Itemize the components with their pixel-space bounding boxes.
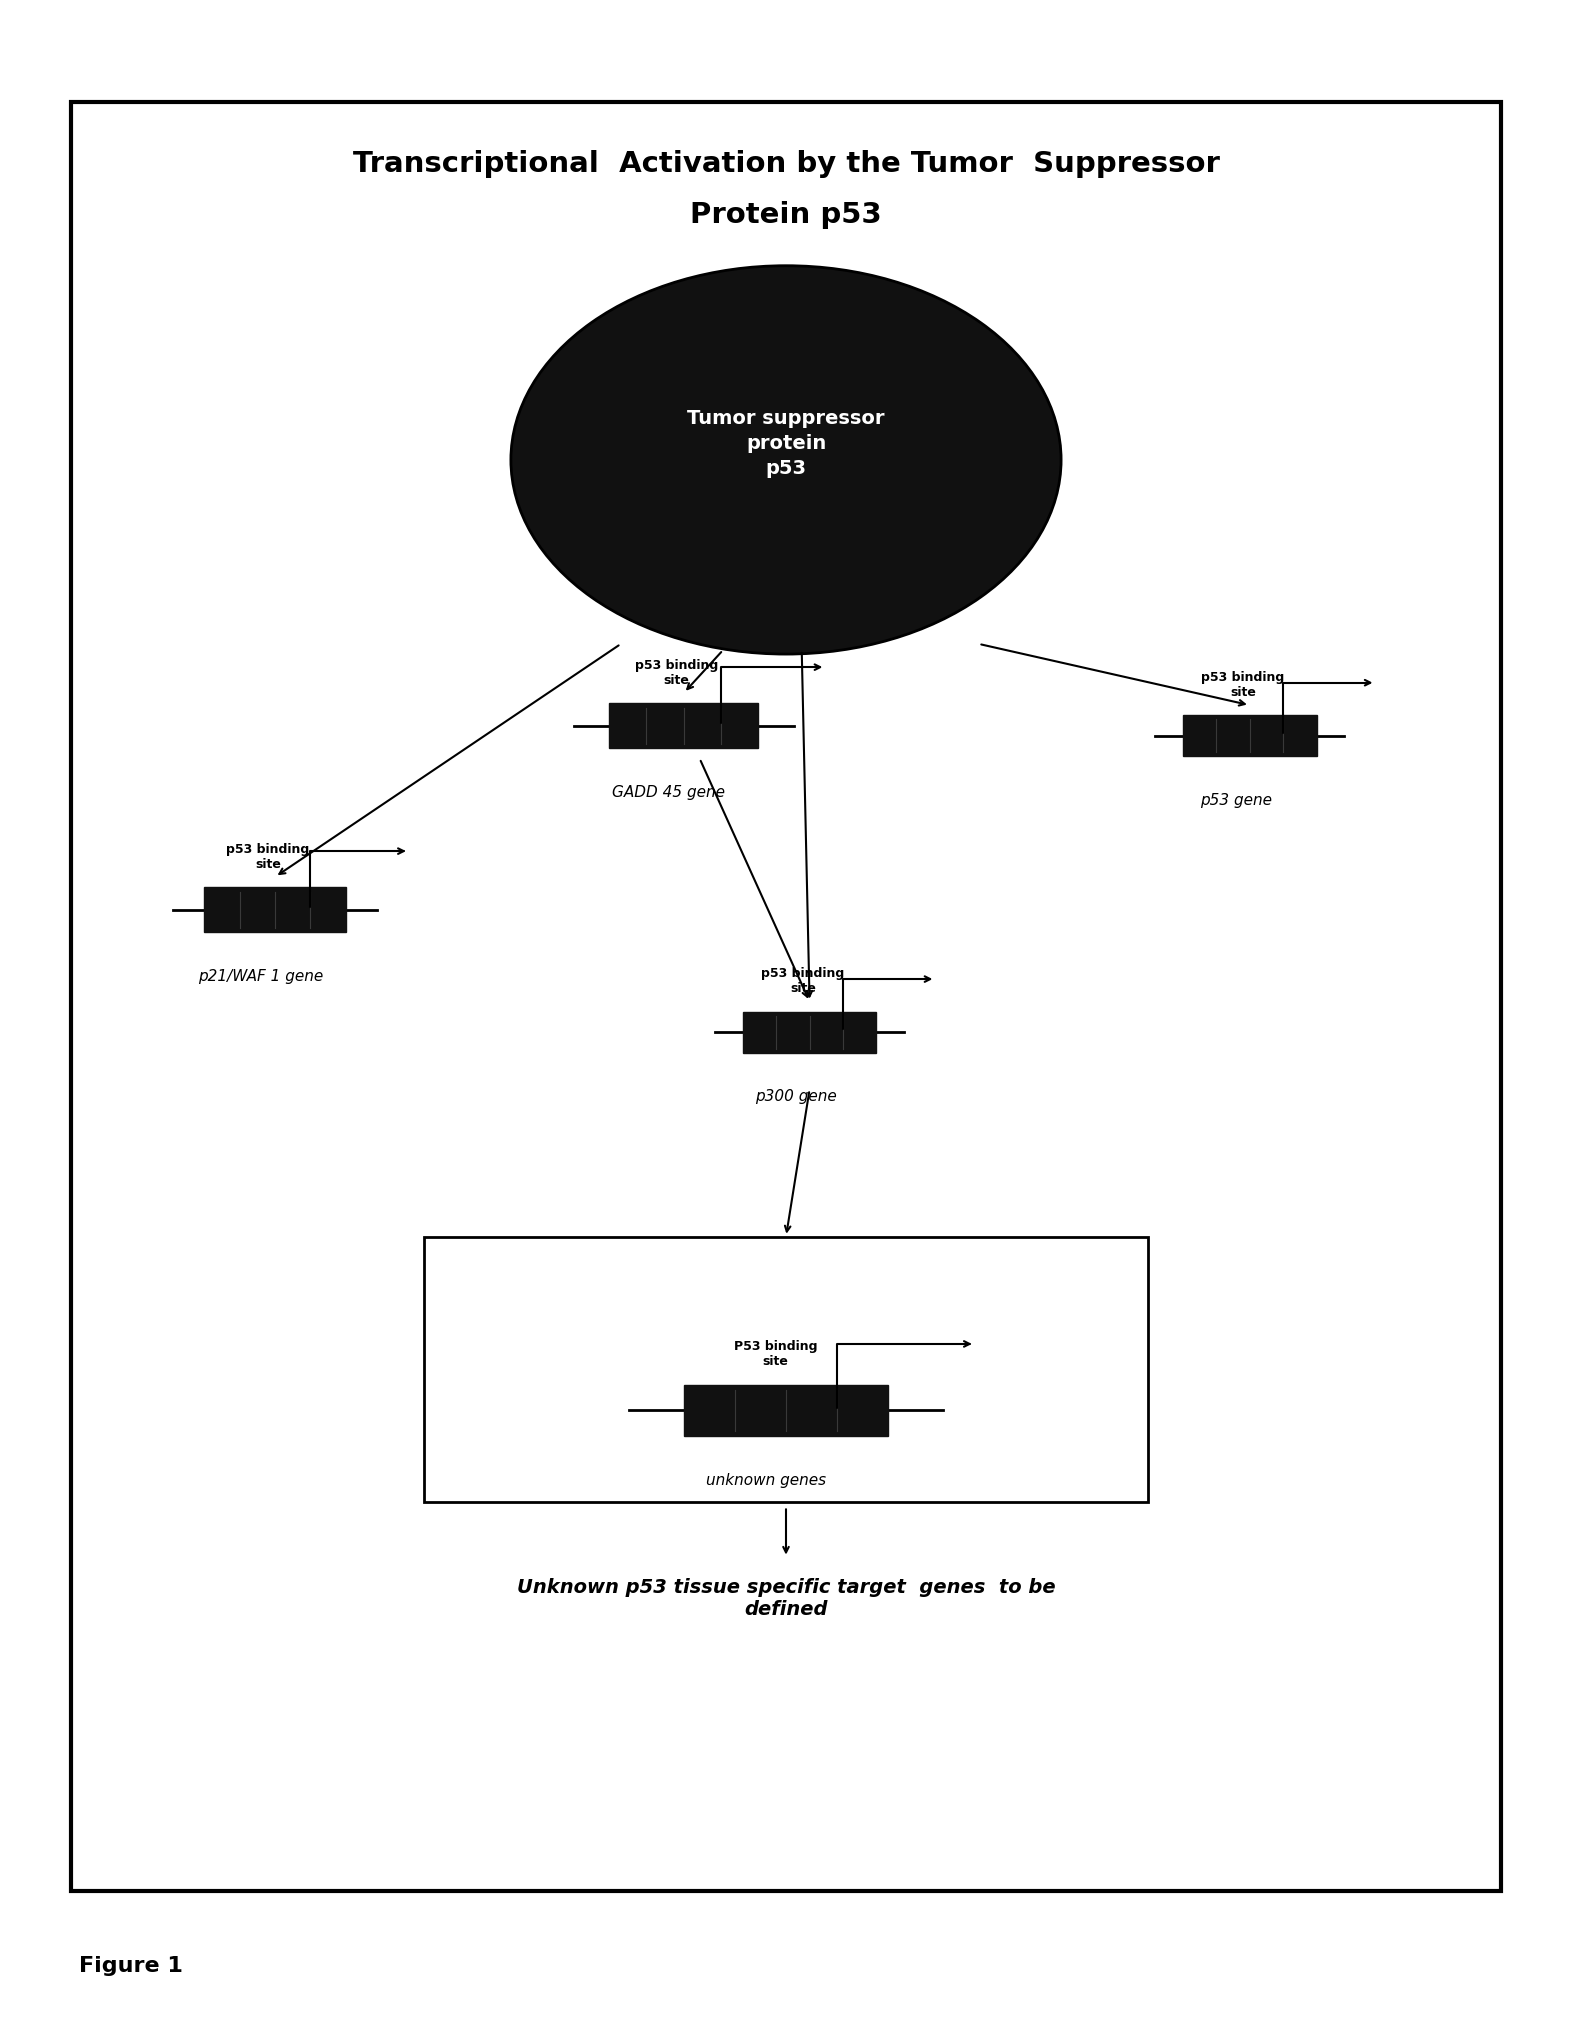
Text: p21/WAF 1 gene: p21/WAF 1 gene [198, 969, 324, 983]
Bar [744, 1012, 877, 1053]
Bar [1184, 715, 1317, 756]
Ellipse shape [511, 266, 1061, 654]
Text: p53 binding
site: p53 binding site [761, 967, 844, 995]
Bar [684, 1386, 888, 1435]
Text: p53 gene: p53 gene [1201, 793, 1272, 807]
Bar [610, 703, 759, 748]
Text: Figure 1: Figure 1 [79, 1956, 182, 1977]
Bar [71, 102, 1501, 1891]
Text: GADD 45 gene: GADD 45 gene [613, 785, 725, 799]
Text: unknown genes: unknown genes [706, 1472, 825, 1488]
Text: P53 binding
site: P53 binding site [734, 1341, 817, 1369]
Text: Unknown p53 tissue specific target  genes  to be
defined: Unknown p53 tissue specific target genes… [517, 1578, 1055, 1619]
Text: Tumor suppressor
protein
p53: Tumor suppressor protein p53 [687, 409, 885, 478]
Text: p53 binding
site: p53 binding site [635, 658, 718, 687]
Text: Protein p53: Protein p53 [690, 200, 882, 229]
Text: p53 binding
site: p53 binding site [1201, 670, 1284, 699]
Bar [424, 1237, 1148, 1502]
Bar [204, 887, 346, 932]
Text: Transcriptional  Activation by the Tumor  Suppressor: Transcriptional Activation by the Tumor … [352, 149, 1220, 178]
Text: p53 binding
site: p53 binding site [226, 842, 310, 871]
Text: p300 gene: p300 gene [755, 1089, 838, 1104]
